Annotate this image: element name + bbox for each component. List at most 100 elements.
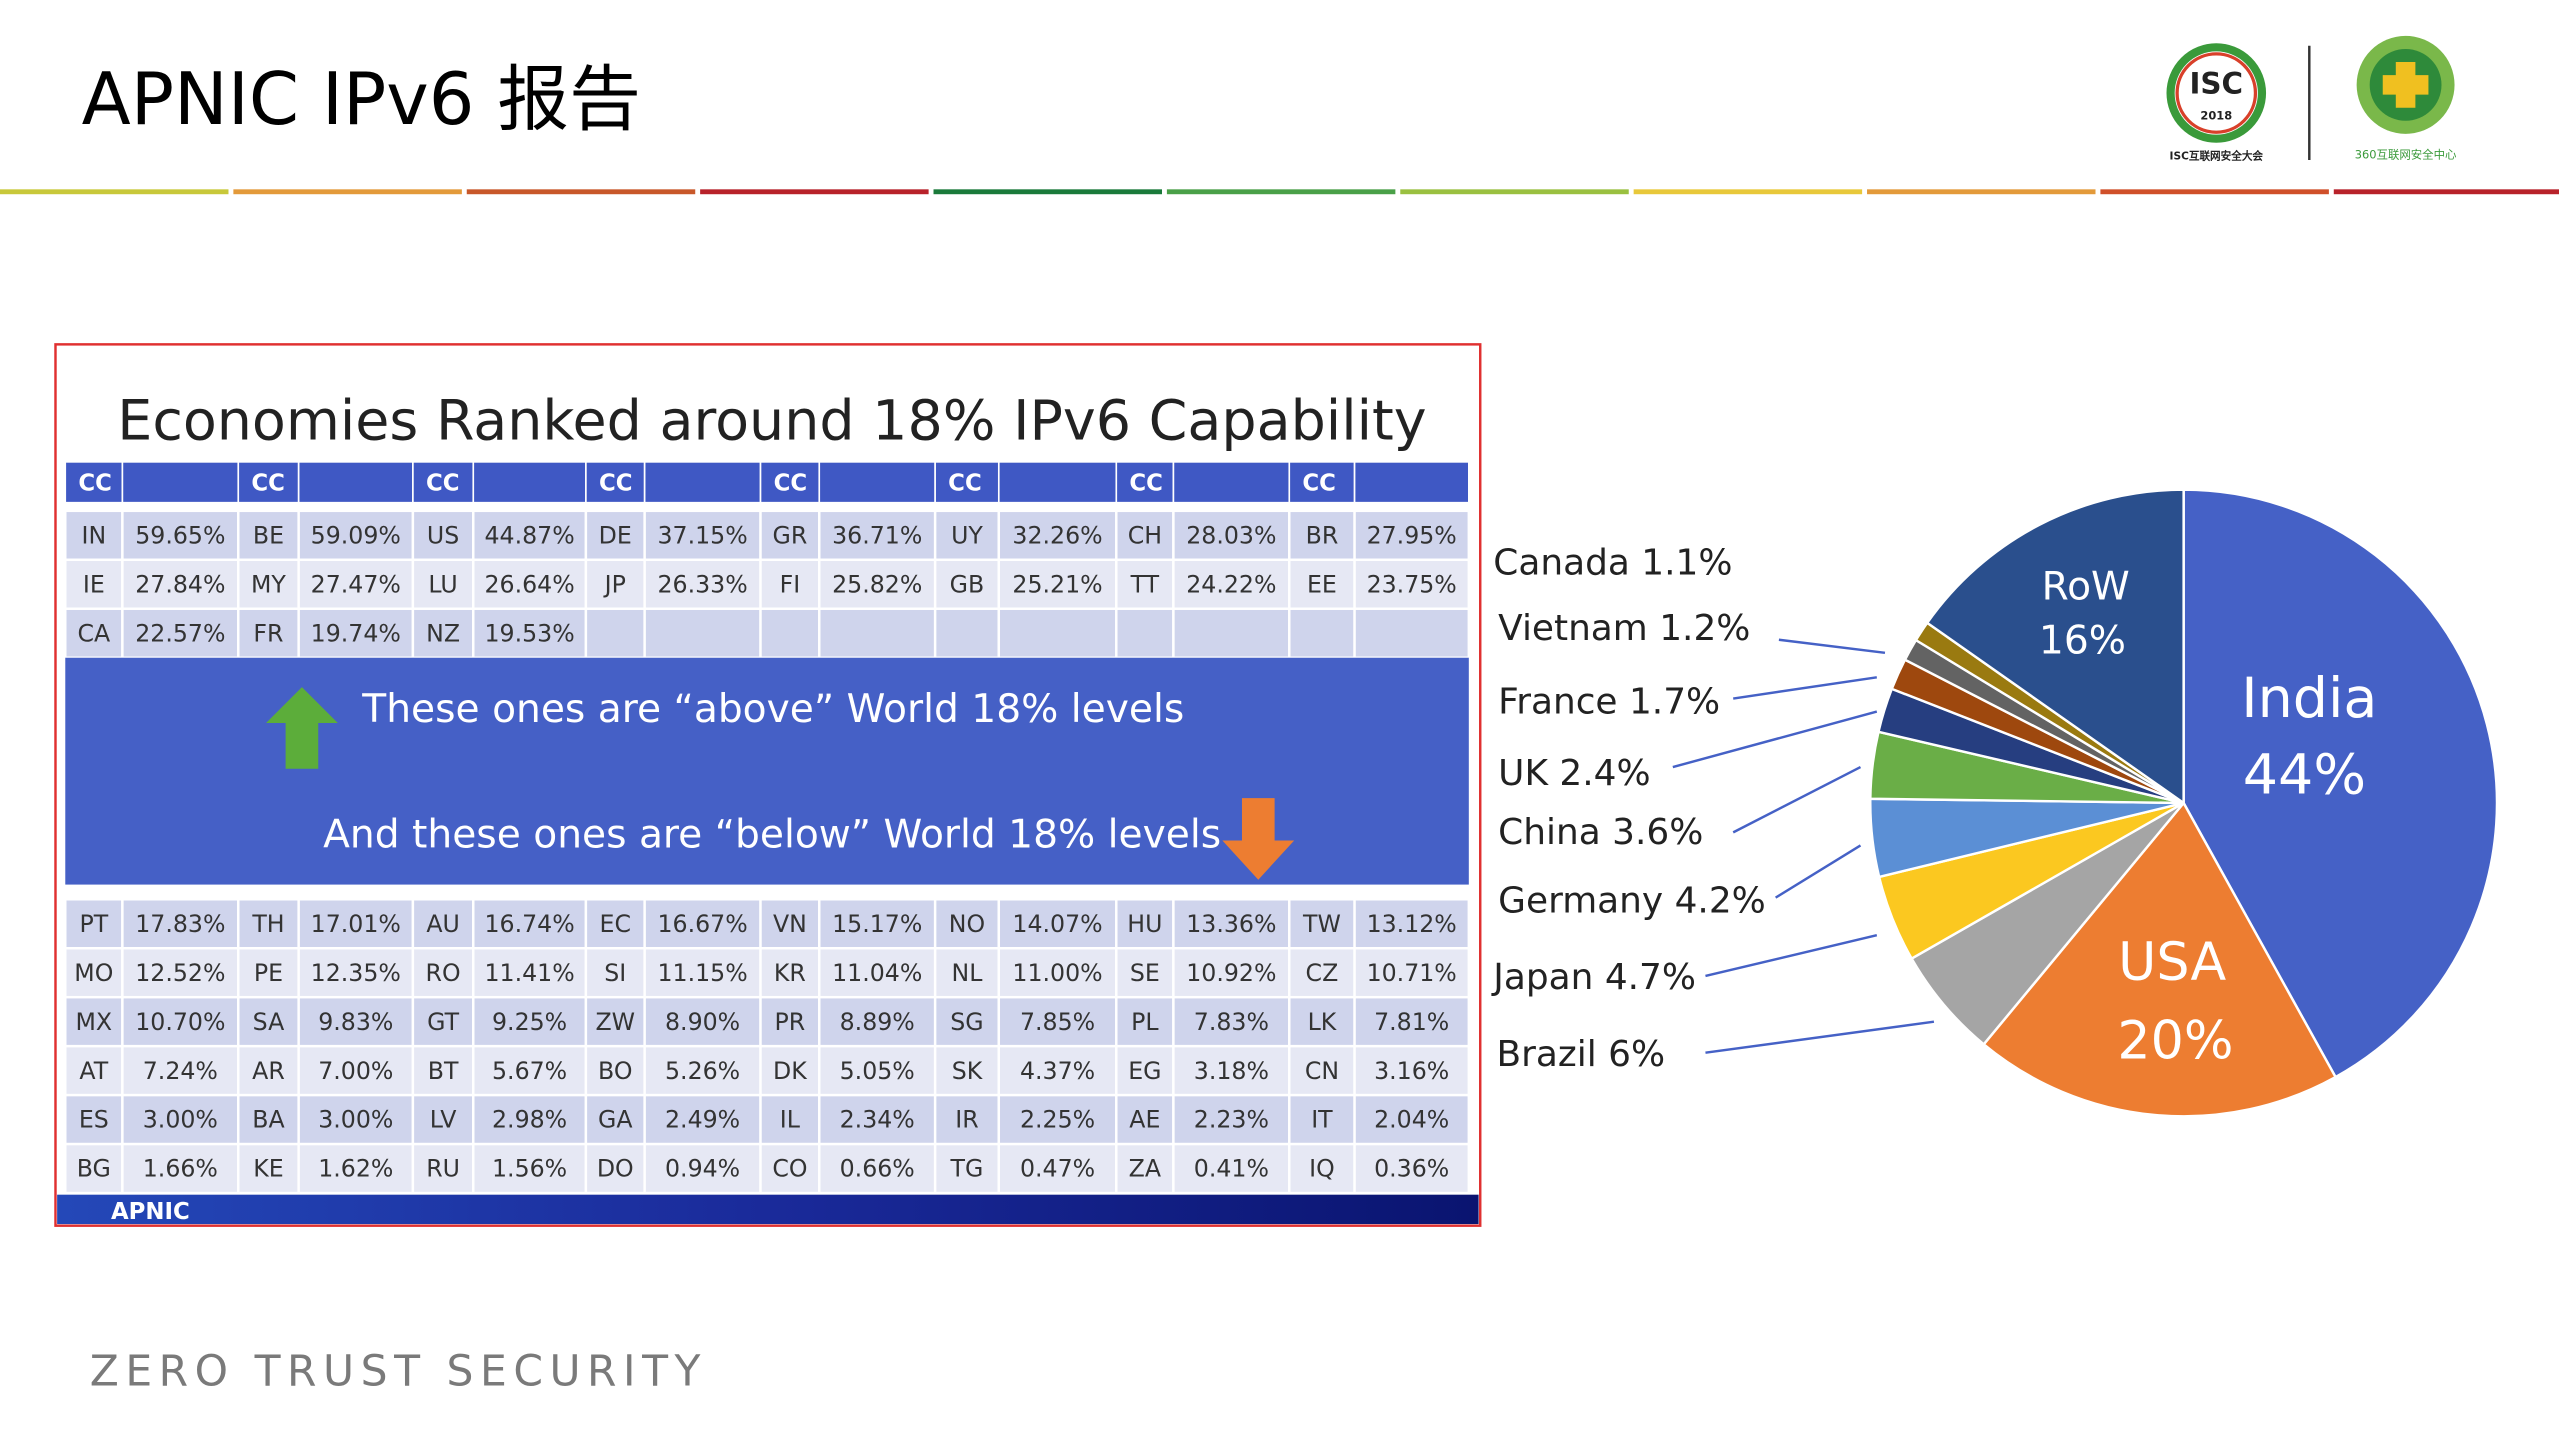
- header-cell: [121, 461, 240, 504]
- table-footer-bar: [57, 1194, 1479, 1225]
- cell-code: SA: [253, 1008, 285, 1036]
- cell-code: PL: [1131, 1008, 1159, 1036]
- table-cell: [818, 995, 937, 1048]
- cell-code: KE: [253, 1155, 283, 1183]
- slice-label: Germany 4.2%: [1498, 881, 1766, 922]
- isc-year: 2018: [2200, 108, 2232, 122]
- cell-code: FR: [253, 619, 283, 647]
- cell-code: EE: [1307, 570, 1337, 598]
- cell-value: 23.75%: [1367, 570, 1457, 598]
- cell-value: 0.36%: [1374, 1155, 1449, 1183]
- cell-value: 11.41%: [484, 959, 574, 987]
- table-cell: [584, 947, 646, 999]
- cell-value: 25.82%: [832, 570, 922, 598]
- table-cell: [759, 947, 821, 999]
- header-cell: [472, 461, 587, 504]
- cell-value: 0.66%: [840, 1155, 915, 1183]
- cell-code: NO: [949, 910, 985, 938]
- slide-title: APNIC IPv6 报告: [82, 57, 641, 141]
- table-cell: [297, 1093, 415, 1146]
- pie-slice: [2182, 488, 2499, 1079]
- cell-code: AT: [79, 1057, 108, 1085]
- slice-value-label: 6%: [1608, 1034, 1665, 1075]
- slice-name: RoW: [2042, 565, 2130, 610]
- cell-value: 0.47%: [1020, 1155, 1095, 1183]
- table-cell: [1115, 1142, 1175, 1195]
- table-cell: [64, 947, 124, 999]
- header-label: CC: [251, 470, 285, 496]
- cell-code: MX: [76, 1008, 113, 1036]
- table-cell: [584, 1044, 646, 1097]
- leader-line: [1733, 676, 1877, 700]
- table-cell: [818, 607, 937, 659]
- table-cell: [237, 995, 300, 1048]
- cell-code: IE: [83, 570, 105, 598]
- table-cell: [411, 1142, 475, 1195]
- cell-code: US: [427, 521, 459, 549]
- table-footer-text: APNIC: [111, 1199, 190, 1225]
- cell-value: 9.25%: [492, 1008, 567, 1036]
- logo-360-caption: 360互联网安全中心: [2355, 148, 2457, 162]
- table-cell: [1288, 607, 1356, 659]
- header-cell: [297, 461, 414, 504]
- header-rule: [0, 189, 2559, 195]
- cell-value: 25.21%: [1012, 570, 1102, 598]
- isc-caption: ISC互联网安全大会: [2170, 150, 2264, 163]
- cell-code: RU: [426, 1155, 460, 1183]
- pie-slice: [1925, 488, 2185, 806]
- cell-value: 32.26%: [1012, 521, 1102, 549]
- slice-name: USA: [2118, 933, 2226, 993]
- table-cell: [997, 558, 1118, 610]
- cell-code: BE: [253, 521, 284, 549]
- logo-360: 360互联网安全中心: [2355, 35, 2457, 162]
- cell-code: MY: [251, 570, 286, 598]
- cell-value: 15.17%: [832, 910, 922, 938]
- cell-code: CA: [77, 619, 110, 647]
- cell-code: VN: [773, 910, 807, 938]
- header-cell: [997, 461, 1118, 504]
- cell-code: LV: [430, 1106, 457, 1134]
- header-cell: [237, 461, 300, 504]
- slice-label: China 3.6%: [1498, 812, 1703, 853]
- cell-value: 1.66%: [143, 1155, 218, 1183]
- table-cell: [759, 1093, 821, 1146]
- cell-value: 5.05%: [840, 1057, 915, 1085]
- cell-value: 24.22%: [1186, 570, 1276, 598]
- table-cell: [1353, 1142, 1471, 1195]
- cell-value: 22.57%: [135, 619, 225, 647]
- table-cell: [472, 1142, 588, 1195]
- cell-code: DK: [773, 1057, 808, 1085]
- table-cell: [1353, 947, 1471, 999]
- tagline: ZERO TRUST SECURITY: [90, 1348, 707, 1397]
- down-arrow: [1222, 798, 1295, 880]
- table-cell: [237, 1142, 300, 1195]
- leader-line: [1705, 933, 1878, 978]
- leader-line: [1732, 765, 1862, 834]
- table-cell: [64, 995, 124, 1048]
- slice-name: Vietnam: [1498, 608, 1648, 649]
- table-cell: [584, 1093, 646, 1146]
- cell-value: 13.36%: [1186, 910, 1276, 938]
- cell-value: 12.52%: [135, 959, 225, 987]
- table-cell: [818, 558, 937, 610]
- cell-value: 7.83%: [1194, 1008, 1269, 1036]
- cell-value: 26.33%: [657, 570, 747, 598]
- table-cell: [1115, 995, 1175, 1048]
- cell-code: ZA: [1129, 1155, 1161, 1183]
- table-cell: [64, 1142, 124, 1195]
- table-cell: [1115, 898, 1175, 950]
- cell-value: 3.00%: [143, 1106, 218, 1134]
- cell-code: KR: [774, 959, 806, 987]
- slice-name: Japan: [1491, 957, 1593, 998]
- cell-code: CN: [1305, 1057, 1339, 1085]
- table-cell: [584, 1142, 646, 1195]
- table-cell: [297, 947, 415, 999]
- table-cell: [1353, 995, 1471, 1048]
- cell-value: 36.71%: [832, 521, 922, 549]
- table-cell: [1288, 898, 1356, 950]
- isc-text: ISC: [2189, 66, 2243, 100]
- slice-label: Brazil 6%: [1497, 1034, 1666, 1075]
- cell-value: 11.15%: [657, 959, 747, 987]
- header-label: CC: [1129, 470, 1163, 496]
